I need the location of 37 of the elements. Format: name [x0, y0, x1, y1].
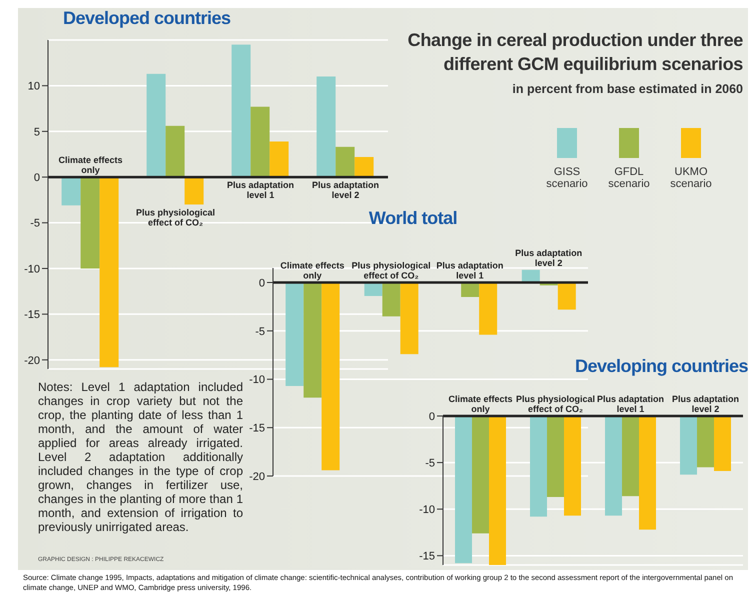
- x-tick-label: Plus adaptation level 1: [436, 260, 504, 281]
- y-tick-label: -5: [30, 218, 40, 230]
- x-tick-label: Climate effects only: [280, 260, 344, 281]
- x-tick-label: Plus adaptation level 1: [226, 180, 294, 200]
- y-tick-label: -10: [24, 263, 40, 276]
- chart-title: Developed countries: [62, 8, 232, 30]
- x-tick-label: Plus physiological effect of CO₂: [352, 260, 431, 281]
- x-tick-label: Plus adaptation level 2: [312, 180, 380, 200]
- x-tick-label: Plus physiological effect of CO₂: [136, 208, 216, 228]
- text: GFDL scenario: [608, 166, 650, 190]
- x-tick-label: Climate effects only: [448, 394, 513, 414]
- y-tick-label: -5: [255, 326, 265, 338]
- y-tick-label: -20: [249, 470, 265, 483]
- chart-title: Developing countries: [574, 356, 748, 378]
- text: UKMO scenario: [670, 166, 712, 190]
- text: GISS scenario: [546, 166, 588, 190]
- y-tick-label: 10: [28, 80, 40, 93]
- x-tick-label: Plus adaptation level 2: [515, 248, 582, 268]
- x-tick-label: Climate effects only: [58, 155, 123, 176]
- text: in percent from base estimated in 2060: [511, 82, 743, 96]
- y-tick-label: -20: [24, 354, 40, 367]
- y-tick-label: 0: [428, 410, 435, 423]
- y-tick-label: 0: [258, 277, 265, 290]
- y-tick-label: -5: [425, 457, 435, 470]
- x-tick-label: Plus adaptation level 1: [596, 394, 664, 414]
- y-tick-label: -10: [419, 504, 435, 516]
- y-tick-label: 0: [34, 172, 40, 184]
- y-tick-label: 5: [34, 126, 40, 138]
- x-tick-label: Plus adaptation level 2: [672, 394, 740, 414]
- text: Change in cereal production under three different GCM equilibrium scenarios: [406, 29, 743, 76]
- y-tick-label: -15: [419, 550, 435, 563]
- y-tick-label: -15: [249, 422, 265, 435]
- y-tick-label: -15: [24, 309, 40, 322]
- x-tick-label: Plus physiological effect of CO₂: [516, 394, 596, 414]
- chart-title: World total: [368, 208, 458, 230]
- y-tick-label: -10: [249, 374, 265, 386]
- text: Notes: Level 1 adaptation included changes in crop variety but not the crop, the planting date of less than 1 month, and the amount of water applied for areas already irrigated. Level 2 adaptation additionally included changes in the type of crop grown, changes in fertilizer use, changes in the planting of more than 1 month, and extension of irrigation to previously unirrigated areas.: [38, 380, 243, 534]
